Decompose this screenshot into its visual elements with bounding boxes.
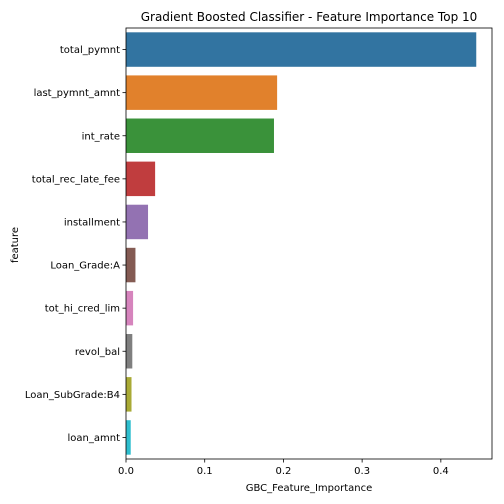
x-axis-ticks: 0.0 0.1 0.2 0.3 0.4 <box>118 459 449 477</box>
plot-frame <box>125 27 493 460</box>
y-tick-label-6: tot_hi_cred_lim <box>45 304 120 315</box>
bars <box>126 32 477 455</box>
y-axis-label: feature <box>10 227 21 263</box>
bar-8 <box>126 377 132 412</box>
x-tick-label-0: 0.0 <box>118 466 134 477</box>
bar-5 <box>126 247 136 283</box>
bar-3 <box>126 161 156 197</box>
x-tick-label-1: 0.1 <box>197 466 213 477</box>
x-tick-label-2: 0.2 <box>275 466 291 477</box>
chart-title: Gradient Boosted Classifier - Feature Im… <box>141 10 478 24</box>
bar-1 <box>126 75 278 110</box>
y-tick-label-8: Loan_SubGrade:B4 <box>25 390 120 401</box>
bar-9 <box>126 420 131 455</box>
x-axis-label: GBC_Feature_Importance <box>246 483 373 494</box>
bar-7 <box>126 334 133 369</box>
bar-4 <box>126 204 149 240</box>
y-tick-label-4: installment <box>64 217 120 228</box>
y-tick-label-2: int_rate <box>82 131 120 142</box>
x-tick-label-3: 0.3 <box>354 466 370 477</box>
x-tick-label-4: 0.4 <box>433 466 449 477</box>
y-tick-label-7: revol_bal <box>75 347 120 358</box>
y-tick-label-3: total_rec_late_fee <box>32 174 120 185</box>
y-tick-label-9: loan_amnt <box>68 433 121 444</box>
y-tick-label-1: last_pymnt_amnt <box>34 88 121 99</box>
bar-6 <box>126 290 134 326</box>
y-axis-ticks: total_pymnt last_pymnt_amnt int_rate total_… <box>25 45 126 444</box>
bar-0 <box>126 32 477 67</box>
y-tick-label-0: total_pymnt <box>60 45 120 56</box>
bar-2 <box>126 118 274 153</box>
y-tick-label-5: Loan_Grade:A <box>50 261 120 272</box>
